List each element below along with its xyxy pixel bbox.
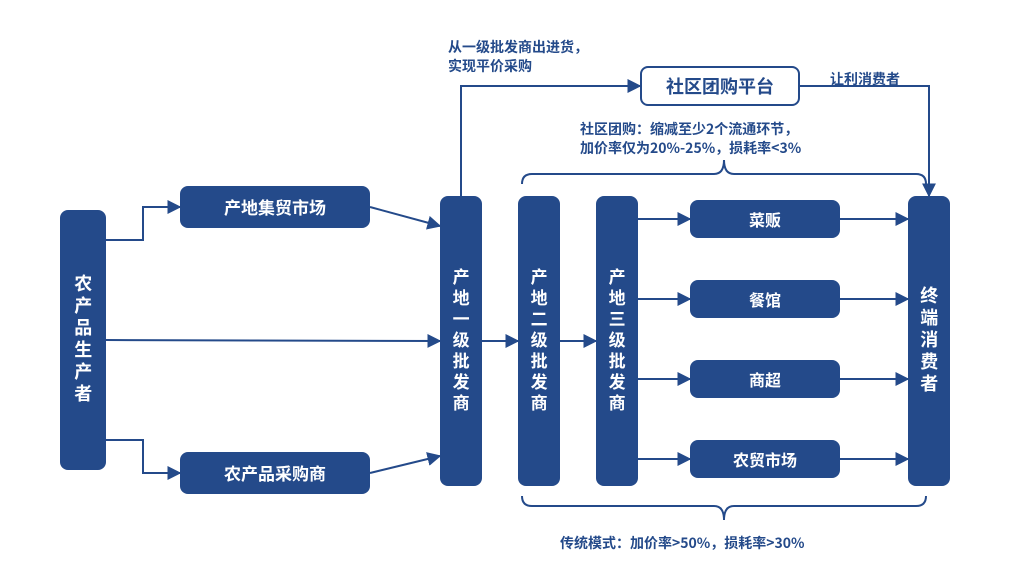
annotation-community-group: 社区团购：缩减至少2个流通环节， 加价率仅为20%-25%，损耗率<3%: [580, 120, 801, 158]
node-restaurant: 餐馆: [690, 280, 840, 318]
node-platform: 社区团购平台: [640, 66, 800, 106]
annotation-traditional: 传统模式：加价率>50%，损耗率>30%: [560, 534, 805, 553]
node-origin-market: 产地集贸市场: [180, 186, 370, 228]
node-supermarket: 商超: [690, 360, 840, 398]
node-wholesaler-2: 产地二级批发商: [518, 196, 560, 486]
node-vendor: 菜贩: [690, 200, 840, 238]
node-farmers-market: 农贸市场: [690, 440, 840, 478]
node-wholesaler-3: 产地三级批发商: [596, 196, 638, 486]
annotation-platform-right: 让利消费者: [830, 70, 900, 89]
node-consumer: 终端消费者: [908, 196, 950, 486]
node-wholesaler-1: 产地一级批发商: [440, 196, 482, 486]
node-buyer: 农产品采购商: [180, 452, 370, 494]
node-producer: 农产品生产者: [60, 210, 106, 470]
annotation-platform-left: 从一级批发商出进货， 实现平价采购: [448, 38, 588, 76]
